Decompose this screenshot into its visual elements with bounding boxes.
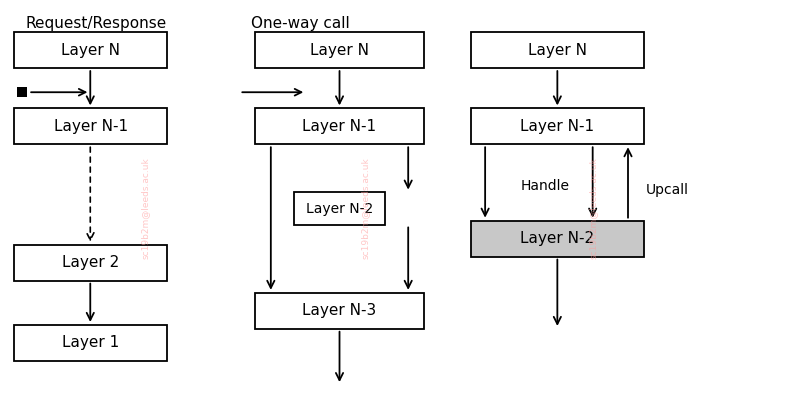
Text: Layer N-3: Layer N-3 xyxy=(302,303,377,318)
Text: sc19b2m@leeds.ac.uk: sc19b2m@leeds.ac.uk xyxy=(360,158,370,259)
Text: One-way call: One-way call xyxy=(251,16,350,31)
Text: Upcall: Upcall xyxy=(645,184,688,197)
Bar xyxy=(14,32,167,68)
Bar xyxy=(255,108,424,144)
Bar xyxy=(471,32,644,68)
Text: Layer N-2: Layer N-2 xyxy=(520,231,594,246)
Bar xyxy=(255,32,424,68)
Text: Layer N-2: Layer N-2 xyxy=(306,202,373,215)
Bar xyxy=(14,108,167,144)
Bar xyxy=(255,293,424,329)
Text: Layer 1: Layer 1 xyxy=(62,335,119,350)
Bar xyxy=(471,221,644,257)
Text: Layer N: Layer N xyxy=(528,43,587,58)
Text: sc19b2m@leeds.ac.uk: sc19b2m@leeds.ac.uk xyxy=(141,158,150,259)
Bar xyxy=(14,325,167,361)
Bar xyxy=(17,87,27,97)
Text: Handle: Handle xyxy=(521,180,570,193)
Text: Request/Response
downcall: Request/Response downcall xyxy=(25,16,166,49)
Text: sc19b2m@leeds.ac.uk: sc19b2m@leeds.ac.uk xyxy=(588,158,597,259)
Bar xyxy=(471,108,644,144)
Text: Layer N-1: Layer N-1 xyxy=(53,119,128,134)
Text: Layer N: Layer N xyxy=(310,43,369,58)
Bar xyxy=(294,192,385,225)
Text: Layer N: Layer N xyxy=(61,43,120,58)
Text: Layer 2: Layer 2 xyxy=(62,255,119,270)
Text: Layer N-1: Layer N-1 xyxy=(302,119,377,134)
Bar xyxy=(14,245,167,281)
Text: Layer N-1: Layer N-1 xyxy=(520,119,594,134)
